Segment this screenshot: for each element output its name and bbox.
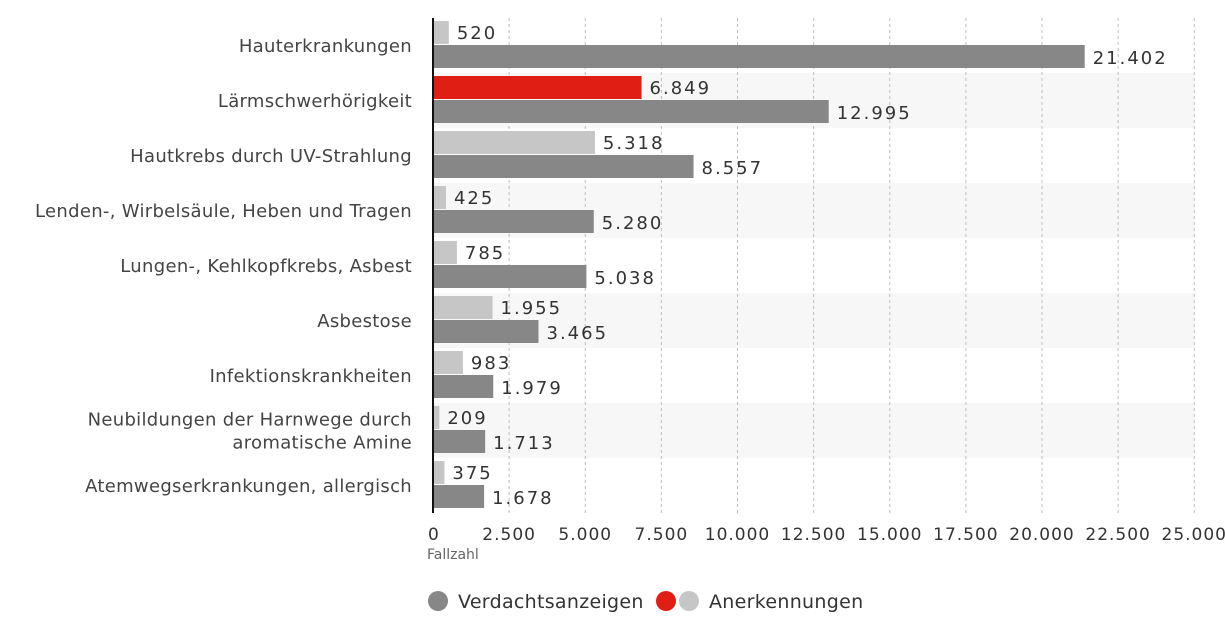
x-tick-label: 10.000	[705, 525, 770, 545]
data-label-anerkennungen: 6.849	[650, 78, 712, 99]
category-label: Hauterkrankungen	[239, 36, 412, 57]
legend: Verdachtsanzeigen Anerkennungen	[428, 591, 863, 613]
category-label: aromatische Amine	[232, 433, 412, 454]
data-label-anerkennungen: 5.318	[603, 133, 665, 154]
bar-verdachtsanzeigen	[433, 100, 829, 123]
category-label: Lungen-, Kehlkopfkrebs, Asbest	[120, 256, 412, 277]
data-label-verdachtsanzeigen: 1.979	[501, 378, 563, 399]
x-tick-label: 15.000	[857, 525, 922, 545]
data-label-verdachtsanzeigen: 5.038	[594, 268, 656, 289]
category-label: Hautkrebs durch UV-Strahlung	[130, 146, 412, 167]
x-tick-label: 0	[428, 525, 440, 545]
bar-anerkennungen	[433, 186, 446, 209]
category-label: Lenden-, Wirbelsäule, Heben und Tragen	[35, 201, 412, 222]
bar-anerkennungen	[433, 296, 493, 319]
bar-anerkennungen	[433, 76, 642, 99]
bars: 520 21.402 6.849 12.995 5.318 8.557 425 5.280 78…	[433, 21, 1168, 509]
x-axis-ticks: 0 2.500 5.000 7.500 10.000 12.500 15.000 17.500…	[428, 525, 1225, 545]
x-tick-label: 12.500	[781, 525, 846, 545]
bar-anerkennungen	[433, 461, 445, 484]
bar-anerkennungen	[433, 21, 449, 44]
bar-anerkennungen	[433, 406, 440, 429]
data-label-anerkennungen: 1.955	[501, 298, 563, 319]
data-label-anerkennungen: 375	[452, 463, 492, 484]
bar-verdachtsanzeigen	[433, 45, 1085, 68]
data-label-verdachtsanzeigen: 12.995	[837, 103, 912, 124]
data-label-anerkennungen: 520	[457, 23, 497, 44]
bar-verdachtsanzeigen	[433, 155, 694, 178]
x-axis-title: Fallzahl	[427, 547, 479, 563]
category-labels: Hauterkrankungen Lärmschwerhörigkeit Hautk…	[35, 36, 412, 497]
data-label-anerkennungen: 209	[447, 408, 487, 429]
bar-verdachtsanzeigen	[433, 265, 587, 288]
category-label: Asbestose	[317, 311, 412, 332]
data-label-anerkennungen: 785	[465, 243, 505, 264]
x-tick-label: 20.000	[1009, 525, 1074, 545]
data-label-anerkennungen: 983	[471, 353, 511, 374]
bar-verdachtsanzeigen	[433, 375, 494, 398]
row-band	[433, 403, 1195, 458]
legend-marker	[679, 591, 699, 611]
legend-label: Verdachtsanzeigen	[458, 591, 644, 613]
x-tick-label: 2.500	[482, 525, 536, 545]
data-label-verdachtsanzeigen: 5.280	[602, 213, 664, 234]
legend-marker	[428, 591, 448, 611]
bar-anerkennungen	[433, 351, 463, 374]
data-label-verdachtsanzeigen: 21.402	[1093, 48, 1168, 69]
category-label: Atemwegserkrankungen, allergisch	[85, 476, 412, 497]
category-label: Lärmschwerhörigkeit	[218, 91, 412, 112]
data-label-verdachtsanzeigen: 1.713	[493, 433, 555, 454]
x-tick-label: 5.000	[558, 525, 612, 545]
bar-anerkennungen	[433, 241, 457, 264]
data-label-verdachtsanzeigen: 1.678	[492, 488, 554, 509]
bar-verdachtsanzeigen	[433, 320, 539, 343]
x-tick-label: 17.500	[933, 525, 998, 545]
x-tick-label: 22.500	[1085, 525, 1150, 545]
category-label: Infektionskrankheiten	[210, 366, 412, 387]
legend-label: Anerkennungen	[709, 591, 863, 613]
category-label: Neubildungen der Harnwege durch	[88, 410, 412, 431]
legend-marker	[656, 591, 676, 611]
x-tick-label: 25.000	[1162, 525, 1225, 545]
bar-verdachtsanzeigen	[433, 210, 594, 233]
data-label-anerkennungen: 425	[454, 188, 494, 209]
bar-verdachtsanzeigen	[433, 485, 485, 508]
bar-verdachtsanzeigen	[433, 430, 486, 453]
data-label-verdachtsanzeigen: 3.465	[547, 323, 609, 344]
bar-anerkennungen	[433, 131, 595, 154]
data-label-verdachtsanzeigen: 8.557	[702, 158, 764, 179]
x-tick-label: 7.500	[635, 525, 689, 545]
